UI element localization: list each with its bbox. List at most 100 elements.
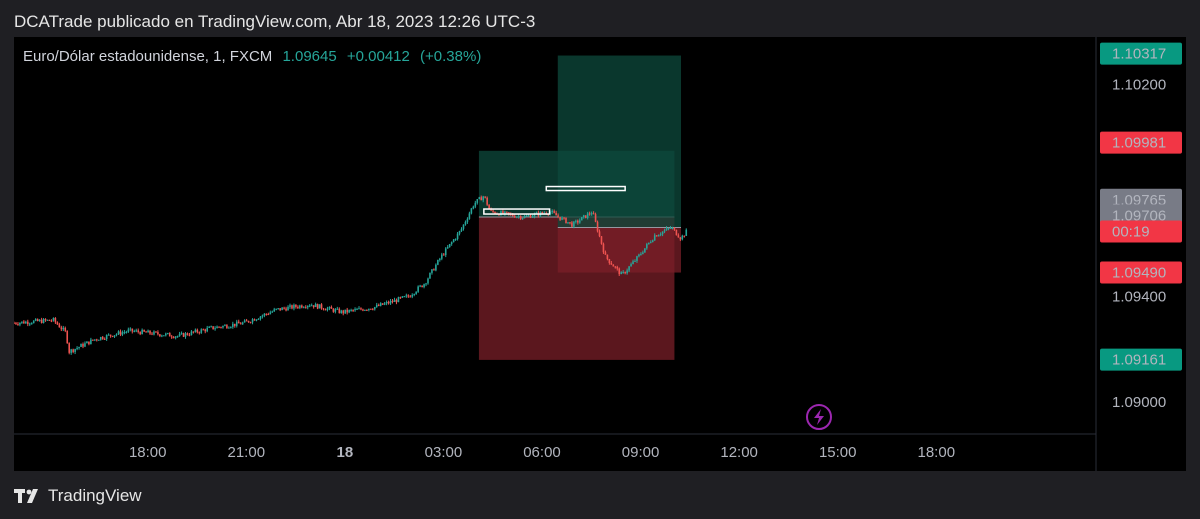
candle-body	[435, 264, 437, 271]
candle-body	[48, 319, 51, 321]
footer-brand[interactable]: TradingView	[14, 486, 142, 505]
candle-body	[677, 235, 680, 238]
candle-body	[602, 243, 605, 253]
last-price: 1.09645	[282, 48, 337, 65]
candle-body	[111, 335, 114, 337]
symbol-legend[interactable]: Euro/Dólar estadounidense, 1, FXCM 1.096…	[23, 48, 487, 65]
candle-body	[210, 326, 212, 328]
candle-body	[551, 211, 553, 213]
price-tick-label: 1.09400	[1112, 288, 1166, 305]
lightning-icon	[806, 404, 832, 430]
candle-body	[208, 326, 210, 328]
candle-body	[527, 215, 530, 217]
candle-body	[109, 334, 112, 336]
candle-body	[287, 306, 289, 311]
candle-body	[14, 322, 15, 324]
candle-body	[42, 319, 45, 323]
candle-body	[94, 339, 96, 341]
candle-body	[241, 322, 244, 325]
candle-body	[362, 309, 364, 311]
candle-body	[673, 228, 676, 230]
candle-body	[401, 296, 404, 298]
candle-body	[62, 327, 65, 330]
price-label-tag	[1100, 131, 1182, 154]
candle-body	[610, 262, 613, 265]
candle-body	[638, 254, 640, 257]
candle-body	[159, 334, 161, 337]
candle-body	[433, 269, 435, 271]
price-label-tag	[1100, 220, 1182, 243]
candle-body	[226, 325, 228, 328]
candle-body	[494, 211, 496, 214]
candle-body	[561, 217, 563, 220]
candle-body	[354, 309, 356, 311]
candle-body	[675, 229, 678, 236]
candle-body	[267, 314, 270, 316]
price-label-text: 00:19	[1112, 224, 1150, 241]
candle-body	[180, 333, 183, 335]
candle-body	[202, 329, 205, 331]
candle-body	[425, 283, 427, 285]
symbol-name[interactable]: Euro/Dólar estadounidense, 1, FXCM	[23, 48, 273, 65]
candle-body	[466, 218, 469, 222]
candle-body	[492, 210, 494, 212]
candle-body	[224, 325, 226, 327]
candle-body	[28, 323, 31, 325]
candle-body	[182, 333, 185, 337]
candle-body	[655, 235, 658, 237]
candle-body	[636, 256, 638, 261]
candle-body	[222, 325, 224, 328]
candle-body	[232, 323, 234, 327]
candle-body	[119, 331, 122, 335]
candle-body	[334, 309, 337, 312]
candle-body	[155, 331, 157, 333]
candle-body	[559, 216, 561, 220]
candle-body	[17, 323, 19, 325]
candle-body	[54, 318, 57, 323]
candle-body	[230, 326, 232, 328]
candle-body	[577, 220, 579, 223]
candle-body	[131, 328, 134, 332]
candle-body	[165, 333, 167, 336]
candle-body	[460, 228, 463, 232]
candle-body	[234, 323, 236, 326]
candle-body	[318, 304, 321, 309]
candle-body	[442, 254, 445, 256]
candle-body	[458, 231, 461, 234]
candle-body	[239, 323, 242, 325]
candle-body	[364, 309, 366, 311]
candle-body	[679, 237, 682, 240]
candle-body	[634, 260, 636, 262]
candle-body	[80, 343, 82, 347]
candle-body	[145, 331, 147, 333]
candle-body	[500, 211, 502, 216]
candle-body	[462, 224, 465, 229]
candle-body	[474, 202, 477, 207]
candle-body	[669, 228, 672, 230]
candle-body	[372, 309, 374, 311]
chart-pane[interactable]: USD1.102001.094001.090001.103171.099811.…	[14, 37, 1186, 471]
candle-body	[614, 266, 617, 268]
candle-body	[590, 213, 593, 215]
candle-body	[259, 316, 262, 319]
candle-body	[383, 303, 386, 305]
candle-body	[421, 285, 423, 288]
candle-body	[515, 216, 518, 218]
candle-body	[78, 346, 80, 348]
candle-body	[472, 206, 475, 209]
candle-body	[172, 337, 175, 339]
candle-body	[271, 311, 274, 313]
chart-canvas[interactable]: USD1.102001.094001.090001.103171.099811.…	[14, 37, 1186, 471]
price-label-tag	[1100, 261, 1182, 284]
candle-body	[99, 337, 102, 340]
candle-body	[681, 235, 684, 240]
candle-body	[97, 339, 100, 341]
candle-body	[330, 306, 333, 309]
candle-body	[143, 329, 145, 332]
candle-body	[506, 211, 508, 213]
candle-body	[151, 333, 153, 335]
candle-body	[253, 319, 256, 321]
candle-body	[385, 301, 388, 304]
candle-body	[513, 215, 516, 218]
annotation-rectangle	[545, 185, 626, 192]
